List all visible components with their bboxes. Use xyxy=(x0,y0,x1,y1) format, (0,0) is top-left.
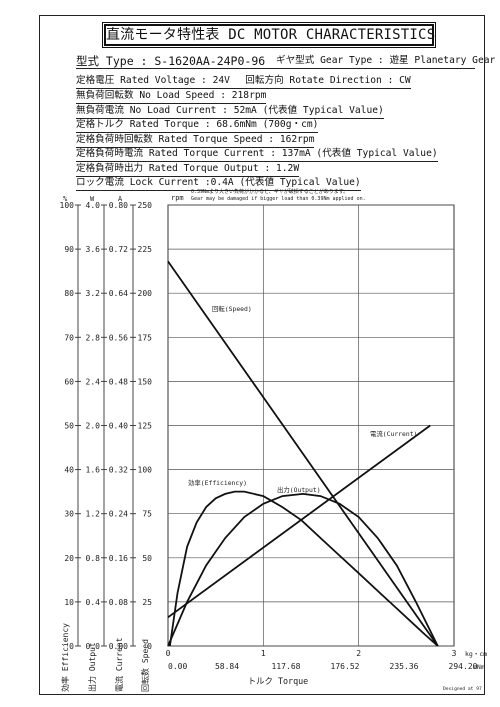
y-tick-label: 0.40 xyxy=(109,422,128,431)
series-label: 出力(Output) xyxy=(277,485,321,494)
x-tick-label-mnm: 0.00 xyxy=(168,662,187,671)
y-tick-label: 90 xyxy=(64,245,74,254)
x-tick-label-mnm: 294.20 xyxy=(449,662,478,671)
y-tick-label: 0.64 xyxy=(109,289,128,298)
spec-rated-torque-current: 定格負荷時電流 Rated Torque Current : 137mA (代表… xyxy=(76,148,438,162)
y-axis-label: 電流 Current xyxy=(114,637,124,692)
y-tick-label: 70 xyxy=(64,333,74,342)
y-tick-label: 0 xyxy=(147,642,152,651)
x-tick-label-mnm: 235.36 xyxy=(390,662,419,671)
spec-rated-torque-output: 定格負荷時出力 Rated Torque Output : 1.2W xyxy=(76,163,300,177)
x-unit-kgcm: kg・cm xyxy=(465,650,487,658)
y-tick-label: 225 xyxy=(138,245,153,254)
gear-type: ギヤ型式 Gear Type : 遊星 Planetary Gear xyxy=(276,55,496,66)
y-tick-label: 0.16 xyxy=(109,554,128,563)
series-line xyxy=(169,490,439,647)
y-tick-label: 2.8 xyxy=(86,333,101,342)
spec-no-load-speed: 無負荷回転数 No Load Speed : 218rpm xyxy=(76,90,267,104)
y-axis-label: 回転数 Speed xyxy=(140,639,150,692)
y-tick-label: 10 xyxy=(64,598,74,607)
y-tick-label: 60 xyxy=(64,377,74,386)
y-tick-label: 3.6 xyxy=(86,245,101,254)
y-tick-label: 0.80 xyxy=(109,201,128,210)
y-tick-label: 0.0 xyxy=(86,642,101,651)
series-line xyxy=(167,260,439,647)
y-tick-label: 100 xyxy=(60,201,75,210)
series-label: 電流(Current) xyxy=(370,429,417,438)
y-tick-label: 4.0 xyxy=(86,201,101,210)
model-row: 型式 Type : S-1620AA-24P0-96 ギヤ型式 Gear Typ… xyxy=(76,54,495,69)
y-tick-label: 0.24 xyxy=(109,510,128,519)
y-tick-label: 0.00 xyxy=(109,642,128,651)
y-tick-label: 175 xyxy=(138,333,153,342)
y-tick-label: 3.2 xyxy=(86,289,101,298)
series-line xyxy=(167,492,439,647)
y-tick-label: 50 xyxy=(142,554,152,563)
y-tick-label: 250 xyxy=(138,201,153,210)
y-tick-label: 0.08 xyxy=(109,598,128,607)
chart-title: 直流モータ特性表 DC MOTOR CHARACTERISTICS xyxy=(102,22,436,48)
y-tick-label: 0 xyxy=(69,642,74,651)
note-japanese: 0.39Nmより大きい負荷がかかると、ギヤが破損することがあります。 xyxy=(191,188,348,195)
y-tick-label: 75 xyxy=(142,510,152,519)
x-axis-title: トルク Torque xyxy=(248,676,308,686)
y-tick-label: 1.6 xyxy=(86,466,101,475)
y-tick-label: 0.56 xyxy=(109,333,128,342)
x-tick-label-kgcm: 1 xyxy=(261,649,266,658)
y-tick-label: 0.48 xyxy=(109,377,128,386)
spec-rated-torque: 定格トルク Rated Torque : 68.6mNm (700g・cm) xyxy=(76,119,319,133)
y-tick-label: 20 xyxy=(64,554,74,563)
chart-sheet-border xyxy=(39,15,485,695)
y-tick-label: 50 xyxy=(64,422,74,431)
y-tick-label: 2.0 xyxy=(86,422,101,431)
spec-lock-current: ロック電流 Lock Current :0.4A (代表値 Typical Va… xyxy=(76,177,361,191)
y-axis-unit: W xyxy=(90,195,95,203)
y-axis-label: 出力 Output xyxy=(87,642,97,692)
spec-rated-torque-speed: 定格負荷時回転数 Rated Torque Speed : 162rpm xyxy=(76,134,315,148)
y-tick-label: 150 xyxy=(138,377,153,386)
y-tick-label: 25 xyxy=(142,598,152,607)
series-label: 効率(Efficiency) xyxy=(188,478,247,487)
series-line xyxy=(167,424,431,619)
y-tick-label: 2.4 xyxy=(86,377,101,386)
x-unit-mnm: mNm xyxy=(473,663,485,671)
y-tick-label: 0.4 xyxy=(86,598,101,607)
y-tick-label: 0.8 xyxy=(86,554,101,563)
y-tick-label: 125 xyxy=(138,422,153,431)
y-tick-label: 80 xyxy=(64,289,74,298)
y-tick-label: 100 xyxy=(138,466,153,475)
x-tick-label-kgcm: 0 xyxy=(166,649,171,658)
model-type: 型式 Type : S-1620AA-24P0-96 xyxy=(76,54,266,68)
y-axis-unit: rpm xyxy=(171,194,184,202)
x-tick-label-mnm: 117.68 xyxy=(272,662,301,671)
note-english: Gear may be damaged if bigger load than … xyxy=(191,196,366,202)
series-label: 回転(Speed) xyxy=(212,305,252,313)
x-tick-label-mnm: 58.84 xyxy=(215,662,239,671)
x-tick-label-mnm: 176.52 xyxy=(331,662,360,671)
y-axis-unit: % xyxy=(63,195,68,203)
y-tick-label: 1.2 xyxy=(86,510,101,519)
x-tick-label-kgcm: 2 xyxy=(356,649,361,658)
y-axis-label: 効率 Efficiency xyxy=(60,623,70,692)
footer-note: Designed at 97 xyxy=(443,686,482,692)
y-tick-label: 40 xyxy=(64,466,74,475)
x-tick-label-kgcm: 3 xyxy=(452,649,457,658)
y-tick-label: 0.72 xyxy=(109,245,128,254)
y-axis-unit: A xyxy=(118,195,123,203)
y-tick-label: 30 xyxy=(64,510,74,519)
spec-rated-voltage: 定格電圧 Rated Voltage : 24V 回転方向 Rotate Dir… xyxy=(76,75,411,89)
spec-no-load-current: 無負荷電流 No Load Current : 52mA (代表値 Typica… xyxy=(76,105,384,119)
y-tick-label: 200 xyxy=(138,289,153,298)
y-tick-label: 0.32 xyxy=(109,466,128,475)
